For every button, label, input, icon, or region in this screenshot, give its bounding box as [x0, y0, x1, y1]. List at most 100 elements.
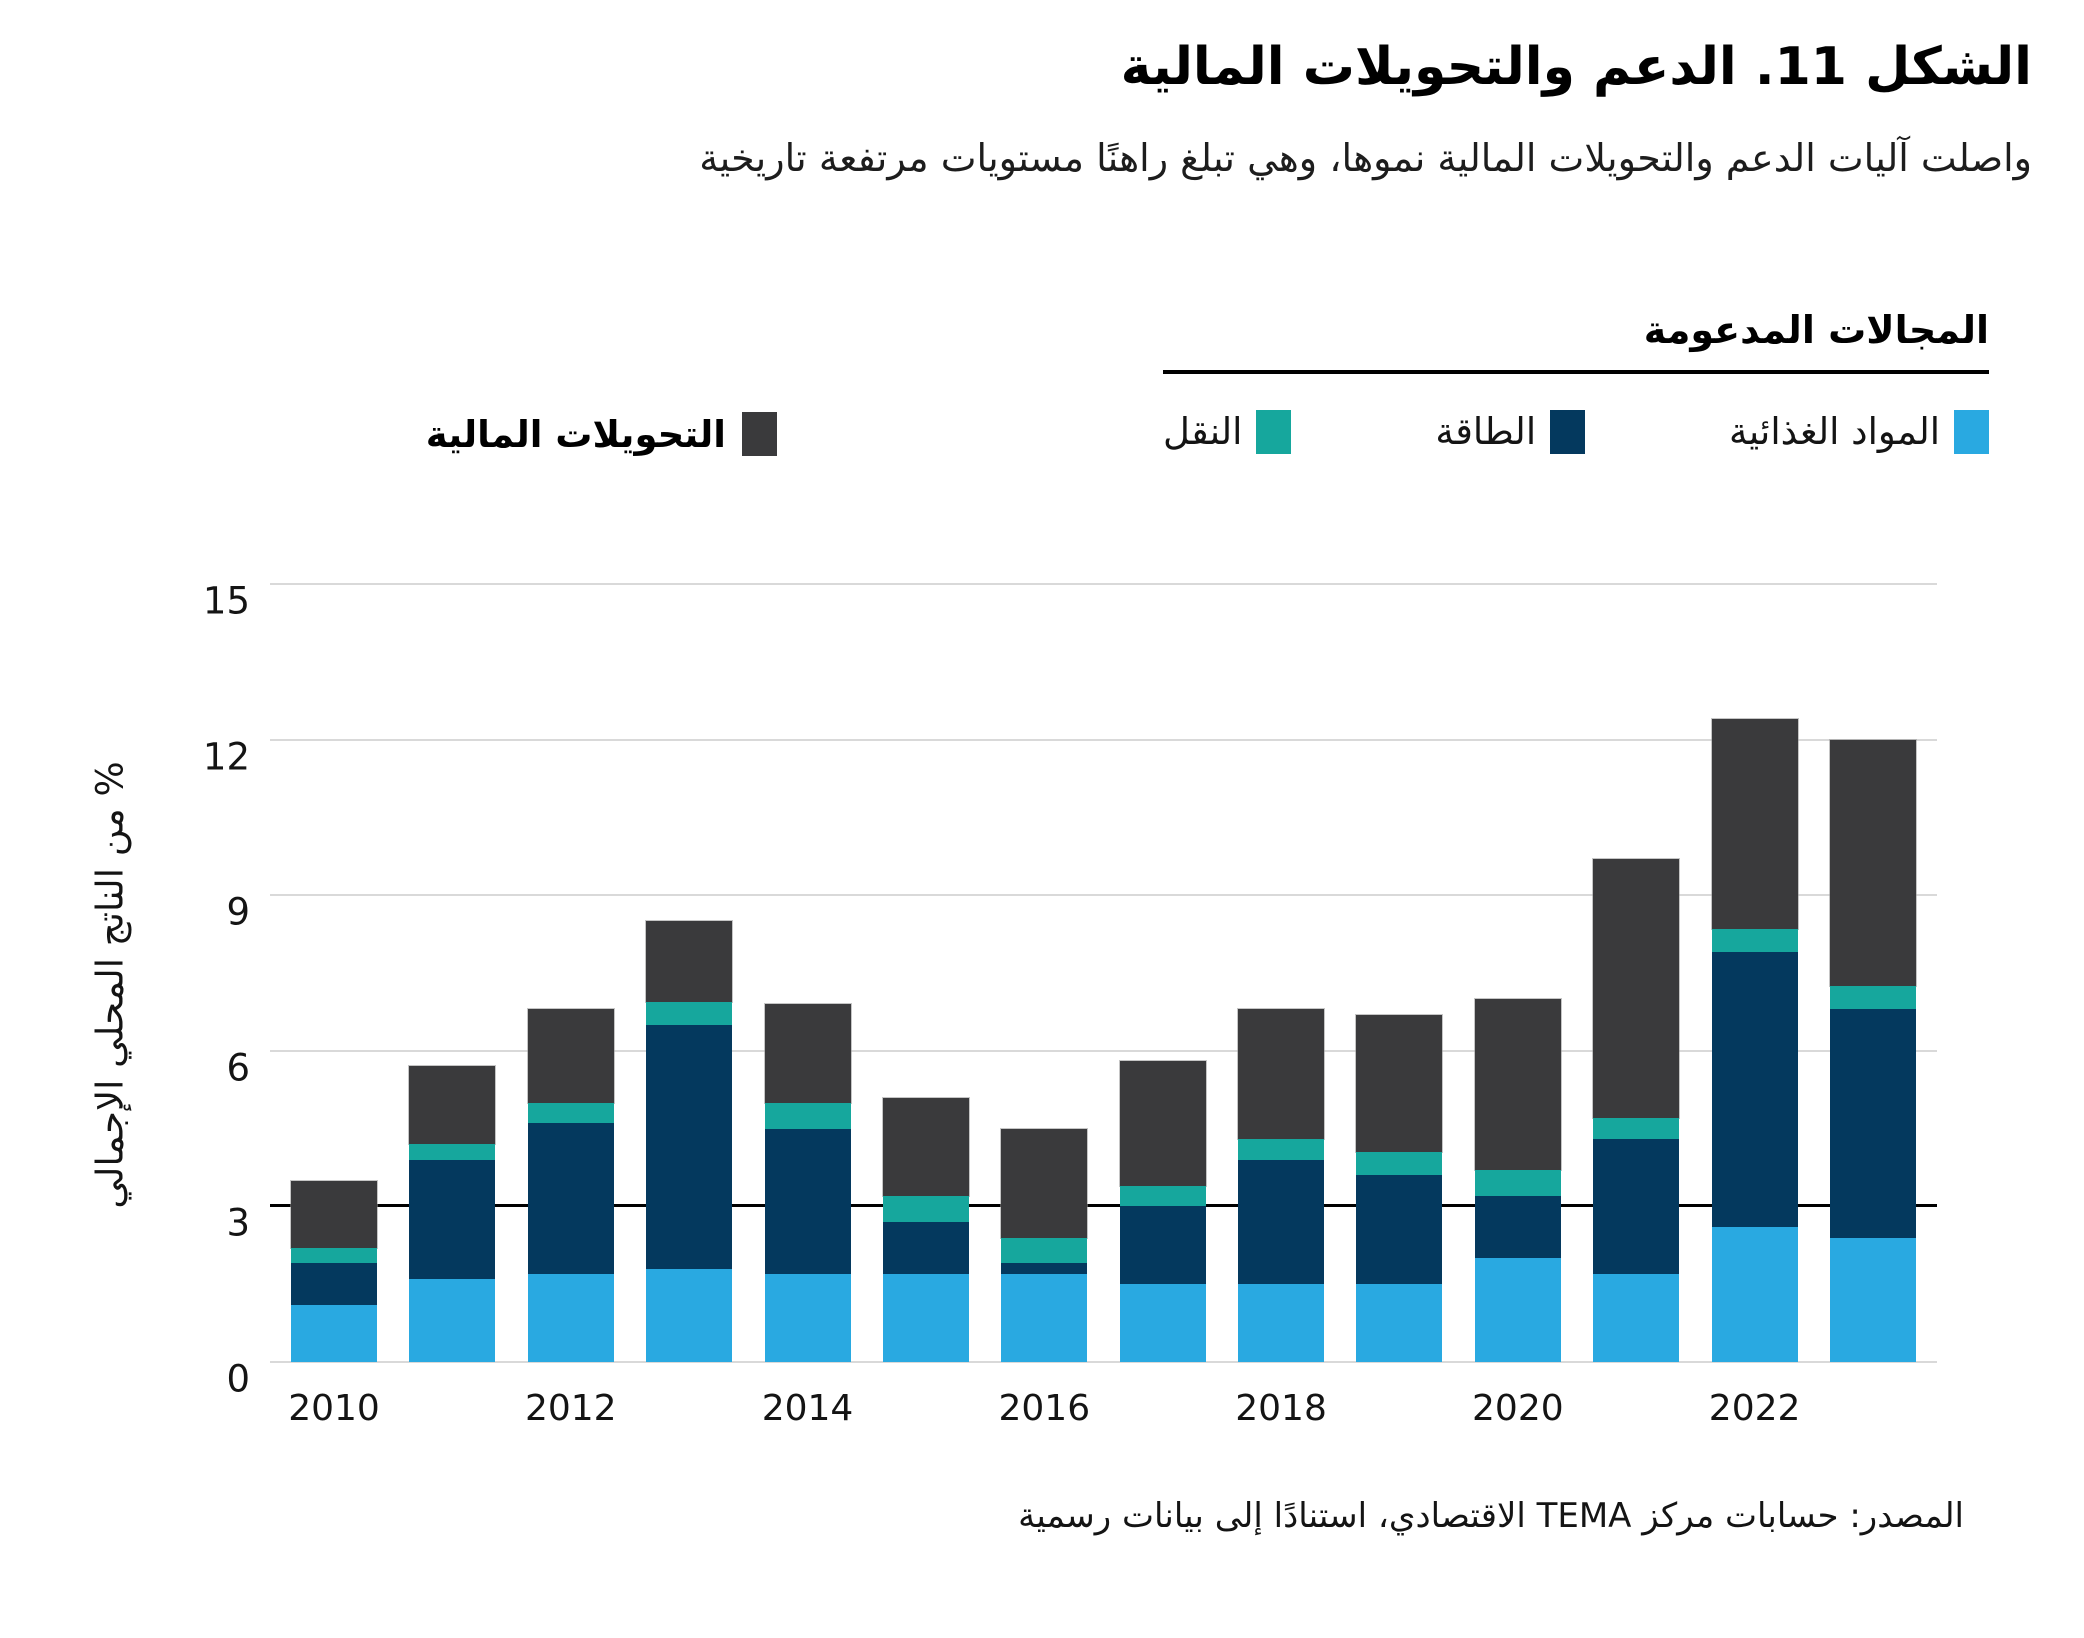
- legend-label-energy: الطاقة: [1435, 410, 1537, 454]
- segment-transfers-2022: [1711, 718, 1798, 929]
- segment-transfers-2014: [764, 1004, 851, 1103]
- segment-food-2011: [409, 1279, 496, 1362]
- segment-food-2015: [882, 1273, 969, 1362]
- segment-energy-2022: [1711, 952, 1798, 1228]
- segment-transfers-2017: [1119, 1061, 1206, 1186]
- gridline-15: [270, 583, 1937, 585]
- y-axis-label-3: 3: [226, 1201, 250, 1245]
- food-swatch-icon: [1954, 409, 1989, 454]
- bar-2013: [646, 921, 733, 1362]
- segment-food-2012: [527, 1273, 614, 1362]
- segment-food-2019: [1356, 1284, 1443, 1362]
- segment-transfers-2016: [1001, 1128, 1088, 1238]
- segment-transport-2012: [527, 1102, 614, 1124]
- plot-area: [270, 583, 1937, 1363]
- legend-label-transport: النقل: [1163, 410, 1243, 454]
- legend-underline: [1163, 369, 1989, 374]
- segment-food-2010: [291, 1304, 377, 1362]
- segment-energy-2016: [1001, 1263, 1088, 1274]
- bar-2016: [1001, 1128, 1088, 1362]
- x-axis-label-2022: 2022: [1708, 1388, 1801, 1429]
- bar-2020: [1474, 998, 1561, 1362]
- segment-transfers-2012: [527, 1009, 614, 1103]
- segment-food-2021: [1593, 1273, 1680, 1362]
- y-axis-label-12: 12: [202, 735, 250, 779]
- bar-2017: [1119, 1061, 1206, 1362]
- segment-transfers-2015: [882, 1097, 969, 1197]
- segment-transfers-2020: [1474, 998, 1561, 1171]
- bar-2015: [882, 1097, 969, 1362]
- segment-energy-2014: [764, 1128, 851, 1274]
- legend-group-title: المجالات المدعومة: [1643, 308, 1989, 352]
- x-axis-label-2012: 2012: [524, 1388, 617, 1429]
- gridline-0: [270, 1361, 1937, 1363]
- transfers-swatch-icon: [742, 412, 777, 456]
- legend-label-transfers: التحويلات المالية: [425, 412, 726, 456]
- segment-transfers-2019: [1356, 1014, 1443, 1152]
- y-axis-label-6: 6: [226, 1046, 250, 1090]
- gridline-9: [270, 894, 1937, 897]
- segment-transport-2018: [1238, 1139, 1325, 1160]
- y-axis-ticks: 0 3 6 9 12 15: [130, 580, 250, 1401]
- x-axis-label-2018: 2018: [1235, 1388, 1327, 1429]
- legend-item-transfers: التحويلات المالية: [426, 412, 777, 456]
- segment-energy-2019: [1356, 1175, 1443, 1285]
- legend-item-transport: النقل: [1163, 409, 1292, 454]
- segment-food-2013: [646, 1268, 733, 1362]
- segment-energy-2018: [1238, 1159, 1325, 1285]
- segment-transfers-2013: [646, 921, 733, 1002]
- segment-energy-2011: [409, 1159, 496, 1280]
- segment-food-2018: [1238, 1284, 1325, 1362]
- segment-transport-2021: [1593, 1118, 1680, 1139]
- y-axis-title: % من الناتج المحلي الإجمالي: [88, 761, 132, 1209]
- x-axis-label-2014: 2014: [761, 1388, 854, 1429]
- gridline-12: [270, 738, 1937, 741]
- segment-food-2023: [1830, 1237, 1916, 1362]
- bar-2012: [527, 1009, 614, 1362]
- x-axis-label-2010: 2010: [288, 1388, 380, 1429]
- segment-food-2017: [1119, 1284, 1206, 1362]
- segment-transfers-2021: [1593, 858, 1680, 1119]
- segment-energy-2010: [291, 1263, 377, 1305]
- segment-transport-2022: [1711, 928, 1798, 953]
- segment-transport-2016: [1001, 1237, 1088, 1264]
- legend-item-food: المواد الغذائية: [1729, 409, 1989, 454]
- segment-transport-2011: [409, 1144, 496, 1160]
- bar-2022: [1711, 718, 1798, 1362]
- energy-swatch-icon: [1550, 409, 1586, 454]
- figure-subtitle: واصلت آليات الدعم والتحويلات المالية نمو…: [699, 136, 2032, 180]
- segment-energy-2015: [882, 1221, 969, 1274]
- x-axis-labels: 2010 2012 2014 2016 2018 2020 2022: [270, 1362, 1937, 1442]
- segment-food-2022: [1711, 1227, 1798, 1362]
- legend-items-row: المواد الغذائية الطاقة النقل: [1163, 409, 1989, 454]
- segment-energy-2017: [1119, 1206, 1206, 1285]
- bar-2019: [1356, 1014, 1443, 1362]
- x-axis-label-2016: 2016: [998, 1388, 1091, 1429]
- segment-transfers-2011: [409, 1066, 496, 1145]
- reference-line-3: [270, 1204, 1937, 1208]
- segment-transfers-2010: [291, 1180, 377, 1248]
- segment-transport-2015: [882, 1196, 969, 1222]
- bar-2014: [764, 1004, 851, 1362]
- gridline-6: [270, 1049, 1937, 1052]
- segment-transport-2013: [646, 1001, 733, 1025]
- bar-2010: [291, 1180, 377, 1362]
- segment-transport-2023: [1830, 986, 1916, 1010]
- segment-transport-2019: [1356, 1151, 1443, 1176]
- segment-food-2014: [764, 1273, 851, 1362]
- segment-energy-2012: [527, 1123, 614, 1274]
- legend-supported-areas: المجالات المدعومة المواد الغذائية الطاقة…: [1163, 308, 1989, 454]
- figure-title: الشكل 11. الدعم والتحويلات المالية: [1120, 37, 2032, 97]
- segment-transport-2010: [291, 1247, 377, 1264]
- legend-label-food: المواد الغذائية: [1729, 410, 1940, 454]
- segment-transfers-2023: [1830, 739, 1916, 986]
- segment-energy-2020: [1474, 1196, 1561, 1259]
- segment-transport-2020: [1474, 1170, 1561, 1197]
- bar-2021: [1593, 858, 1680, 1362]
- segment-food-2020: [1474, 1258, 1561, 1362]
- y-axis-label-9: 9: [226, 890, 250, 934]
- segment-transport-2017: [1119, 1185, 1206, 1207]
- transport-swatch-icon: [1256, 409, 1292, 454]
- y-axis-label-0: 0: [226, 1357, 250, 1401]
